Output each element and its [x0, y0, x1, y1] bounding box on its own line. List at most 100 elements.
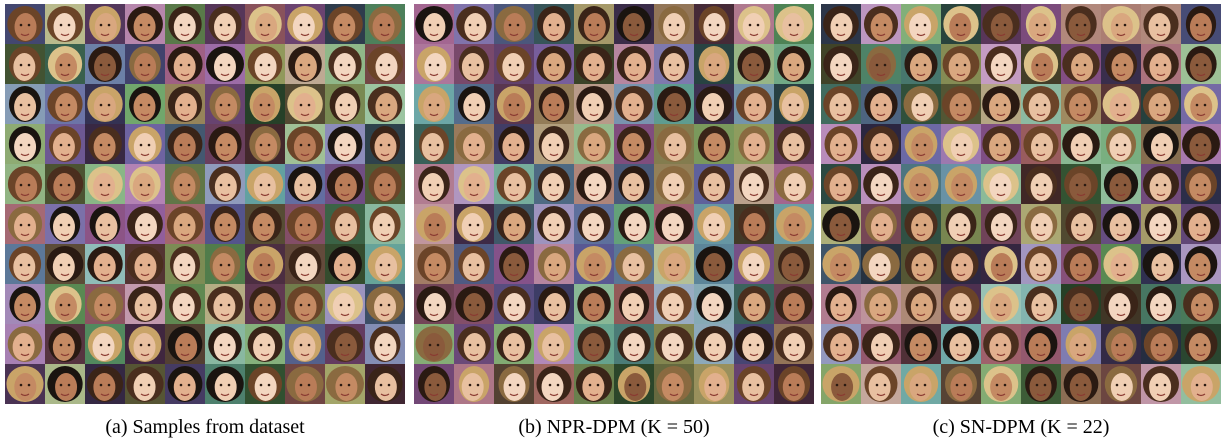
face-image	[245, 204, 285, 244]
eye	[629, 264, 632, 267]
eye	[1116, 104, 1119, 107]
eye	[669, 264, 672, 267]
eye	[380, 384, 383, 387]
face-image	[614, 44, 654, 84]
face-image	[285, 244, 325, 284]
face	[504, 13, 526, 41]
eye	[1196, 24, 1199, 27]
face	[463, 293, 485, 321]
eye	[709, 184, 712, 187]
face-image	[125, 124, 165, 164]
face-image	[861, 244, 901, 284]
face	[55, 93, 77, 121]
face-image	[534, 364, 574, 404]
face-image	[534, 84, 574, 124]
face-image	[534, 164, 574, 204]
eye	[964, 184, 967, 187]
eye	[20, 264, 23, 267]
image-grid	[821, 4, 1221, 404]
eye	[308, 144, 311, 147]
eye	[549, 104, 552, 107]
face-image	[981, 124, 1021, 164]
eye	[749, 24, 752, 27]
eye	[589, 24, 592, 27]
eye	[836, 384, 839, 387]
eye	[709, 24, 712, 27]
eye	[1124, 24, 1127, 27]
face	[830, 253, 852, 281]
face	[423, 333, 445, 361]
face-image	[325, 164, 365, 204]
eye	[844, 304, 847, 307]
face-image	[5, 204, 45, 244]
face	[424, 373, 446, 401]
face	[1070, 253, 1092, 281]
eye	[20, 64, 23, 67]
face	[15, 173, 37, 201]
face-image	[534, 204, 574, 244]
eye	[876, 384, 879, 387]
eye	[924, 64, 927, 67]
face	[255, 373, 277, 401]
face-image	[494, 324, 534, 364]
face	[704, 373, 726, 401]
face	[14, 373, 36, 401]
face	[254, 293, 276, 321]
face-image	[734, 164, 774, 204]
eye	[557, 144, 560, 147]
eye	[629, 384, 632, 387]
eye	[437, 144, 440, 147]
face-image	[614, 84, 654, 124]
eye	[1164, 304, 1167, 307]
face-image	[941, 164, 981, 204]
face	[374, 333, 396, 361]
eye	[956, 384, 959, 387]
eye	[300, 184, 303, 187]
eye	[188, 344, 191, 347]
face-image	[245, 244, 285, 284]
eye	[268, 224, 271, 227]
face	[743, 13, 765, 41]
eye	[1124, 104, 1127, 107]
face	[503, 333, 525, 361]
eye	[637, 224, 640, 227]
eye	[188, 384, 191, 387]
eye	[757, 224, 760, 227]
eye	[220, 24, 223, 27]
face-image	[494, 364, 534, 404]
eye	[429, 64, 432, 67]
eye	[68, 224, 71, 227]
eye	[1116, 184, 1119, 187]
face	[13, 333, 35, 361]
eye	[669, 224, 672, 227]
face	[830, 53, 852, 81]
face-image	[821, 324, 861, 364]
face	[911, 213, 933, 241]
face-image	[861, 364, 901, 404]
face	[214, 333, 236, 361]
face	[173, 293, 195, 321]
face-image	[981, 4, 1021, 44]
eye	[1124, 384, 1127, 387]
face	[504, 373, 526, 401]
face	[1031, 53, 1053, 81]
face-image	[774, 204, 814, 244]
face	[911, 293, 933, 321]
face-image	[1181, 164, 1221, 204]
eye	[876, 344, 879, 347]
eye	[1036, 304, 1039, 307]
eye	[260, 104, 263, 107]
eye	[924, 344, 927, 347]
face-image	[981, 164, 1021, 204]
eye	[964, 224, 967, 227]
face	[295, 53, 317, 81]
face-image	[165, 44, 205, 84]
face-image	[45, 124, 85, 164]
face-image	[365, 204, 405, 244]
face	[424, 253, 446, 281]
eye	[669, 384, 672, 387]
face-image	[1021, 284, 1061, 324]
eye	[28, 64, 31, 67]
eye	[876, 224, 879, 227]
eye	[1084, 64, 1087, 67]
